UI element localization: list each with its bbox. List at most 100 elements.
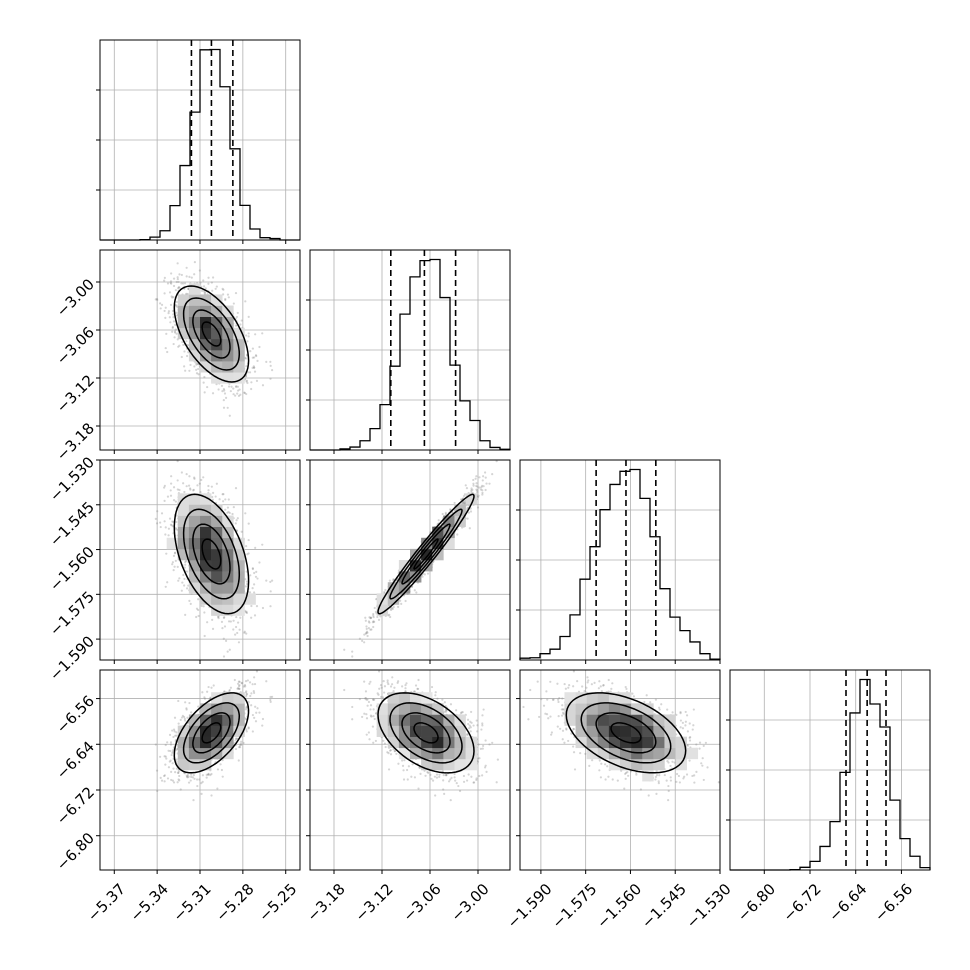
scatter-point xyxy=(261,384,265,387)
scatter-point xyxy=(222,406,226,409)
scatter-point xyxy=(226,511,229,514)
scatter-point xyxy=(368,616,371,619)
scatter-point xyxy=(175,304,178,307)
density-cell xyxy=(200,548,212,561)
contour-line xyxy=(192,523,231,585)
scatter-point xyxy=(171,330,174,333)
density-cell xyxy=(222,582,234,594)
scatter-point xyxy=(182,573,185,577)
density-cell xyxy=(211,305,223,317)
scatter-point xyxy=(251,567,254,570)
scatter-point xyxy=(166,495,170,498)
scatter-point xyxy=(210,485,213,488)
density-cell xyxy=(188,305,201,317)
scatter-point xyxy=(160,303,164,306)
scatter-point xyxy=(183,717,186,720)
scatter-point xyxy=(227,620,231,623)
scatter-point xyxy=(481,479,484,482)
scatter-point xyxy=(269,590,272,593)
density-cell xyxy=(410,548,422,561)
density-cell xyxy=(200,327,212,340)
scatter-point xyxy=(245,334,248,337)
density-cell xyxy=(188,283,201,295)
scatter-point xyxy=(351,655,354,658)
scatter-point xyxy=(249,349,252,353)
scatter-point xyxy=(224,396,228,399)
scatter-point xyxy=(261,332,264,335)
scatter-point xyxy=(245,632,248,635)
scatter-point xyxy=(156,510,159,513)
scatter-point xyxy=(187,287,190,291)
scatter-point xyxy=(265,360,268,363)
scatter-point xyxy=(376,615,379,619)
scatter-point xyxy=(250,616,253,619)
panel-3-0 xyxy=(96,669,301,874)
density-cell xyxy=(188,571,201,583)
scatter-point xyxy=(175,305,178,308)
scatter-point xyxy=(245,392,248,396)
scatter-point xyxy=(491,473,494,476)
scatter-point xyxy=(235,519,238,522)
scatter-point xyxy=(365,625,368,628)
scatter-point xyxy=(389,607,392,610)
scatter-point xyxy=(415,591,418,594)
density-cell xyxy=(233,548,245,561)
scatter-point xyxy=(251,347,254,350)
scatter-point xyxy=(169,280,173,283)
scatter-point xyxy=(351,650,354,653)
scatter-point xyxy=(392,605,395,609)
scatter-point xyxy=(195,615,198,619)
scatter-point xyxy=(426,572,430,575)
scatter-point xyxy=(246,381,249,385)
density-cell xyxy=(421,548,433,561)
density-cell xyxy=(222,593,234,605)
scatter-point xyxy=(370,628,373,631)
scatter-point xyxy=(163,520,166,523)
scatter-point xyxy=(475,482,478,485)
scatter-point xyxy=(174,551,177,554)
scatter-point xyxy=(252,366,256,369)
scatter-point xyxy=(174,289,177,292)
scatter-point xyxy=(261,717,265,721)
scatter-point xyxy=(174,527,177,530)
scatter-point xyxy=(463,501,466,504)
density-cell xyxy=(233,338,245,351)
scatter-point xyxy=(243,630,246,633)
scatter-point xyxy=(220,384,224,387)
scatter-point xyxy=(171,563,174,566)
scatter-point xyxy=(166,282,170,285)
scatter-point xyxy=(222,293,225,296)
density-cell xyxy=(177,515,190,527)
scatter-point xyxy=(472,482,475,485)
scatter-point xyxy=(224,498,227,501)
scatter-point xyxy=(261,606,265,610)
scatter-point xyxy=(237,641,241,644)
scatter-point xyxy=(372,615,375,619)
scatter-point xyxy=(372,625,375,629)
scatter-point xyxy=(188,599,191,602)
scatter-point xyxy=(180,282,183,285)
scatter-point xyxy=(166,581,169,584)
scatter-point xyxy=(165,332,168,335)
scatter-point xyxy=(468,527,471,530)
scatter-point xyxy=(222,655,226,658)
scatter-point xyxy=(183,490,186,494)
scatter-point xyxy=(252,365,255,368)
scatter-point xyxy=(243,631,246,634)
scatter-point xyxy=(239,616,242,619)
scatter-point xyxy=(193,365,196,368)
scatter-point xyxy=(238,388,241,391)
panel-1-1 xyxy=(306,249,511,454)
scatter-point xyxy=(245,580,249,583)
scatter-point xyxy=(185,292,188,295)
scatter-point xyxy=(271,369,274,372)
scatter-point xyxy=(366,634,369,638)
scatter-point xyxy=(159,307,162,310)
scatter-point xyxy=(483,471,487,474)
scatter-point xyxy=(171,520,174,523)
scatter-point xyxy=(172,569,175,572)
density-cell xyxy=(188,582,201,594)
scatter-point xyxy=(234,487,238,490)
contour-line xyxy=(182,297,241,371)
scatter-point xyxy=(495,460,498,463)
